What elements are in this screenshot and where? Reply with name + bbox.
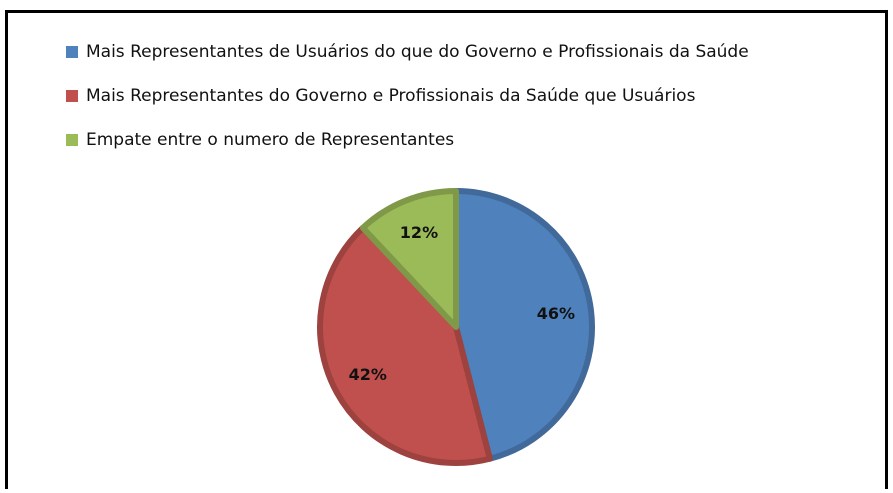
pie-slice bbox=[359, 188, 459, 330]
legend-swatch bbox=[66, 46, 78, 58]
legend-swatch bbox=[66, 90, 78, 102]
data-label: 42% bbox=[349, 365, 387, 384]
pie-slice bbox=[317, 224, 493, 466]
legend-label: Mais Representantes de Usuários do que d… bbox=[86, 42, 749, 62]
legend-swatch bbox=[66, 134, 78, 146]
legend-label: Mais Representantes do Governo e Profiss… bbox=[86, 86, 696, 106]
legend-label: Empate entre o numero de Representantes bbox=[86, 130, 454, 150]
data-label: 46% bbox=[537, 304, 575, 323]
data-label: 12% bbox=[400, 223, 438, 242]
pie-slice bbox=[453, 188, 595, 462]
